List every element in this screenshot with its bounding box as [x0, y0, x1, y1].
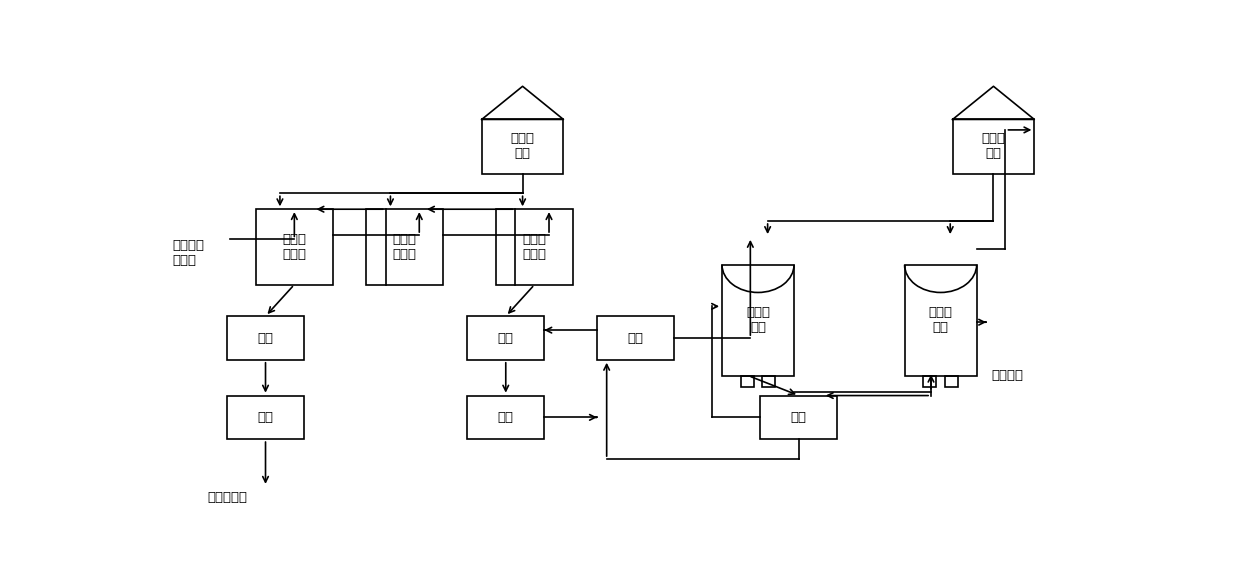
Text: 半纤维素
水解液: 半纤维素 水解液 [172, 239, 205, 267]
Bar [722, 265, 794, 376]
Text: 木糖溶液: 木糖溶液 [991, 369, 1023, 382]
Text: 中和: 中和 [258, 411, 274, 424]
Bar [924, 376, 936, 387]
Text: 稀释: 稀释 [258, 332, 274, 345]
Text: 第一级
电渗析: 第一级 电渗析 [283, 233, 306, 261]
Bar [496, 209, 573, 285]
Text: 离子交
换柱: 离子交 换柱 [746, 306, 770, 334]
Text: 排放或回用: 排放或回用 [208, 491, 248, 504]
Bar [945, 376, 959, 387]
Text: 离子交
换柱: 离子交 换柱 [929, 306, 952, 334]
Text: 碱液水
储罐: 碱液水 储罐 [982, 133, 1006, 160]
Text: 第三级
电渗析: 第三级 电渗析 [522, 233, 547, 261]
Bar [481, 119, 563, 174]
Bar [740, 376, 754, 387]
Bar [763, 376, 775, 387]
Bar [367, 209, 444, 285]
Bar [904, 265, 977, 376]
Bar [467, 396, 544, 439]
Bar [227, 396, 304, 439]
Text: 浓缩: 浓缩 [497, 332, 513, 345]
Bar [760, 396, 837, 439]
Bar [467, 316, 544, 360]
Text: 除盐水
储罐: 除盐水 储罐 [511, 133, 534, 160]
Bar [596, 316, 675, 360]
Bar [255, 209, 332, 285]
Text: 暂存: 暂存 [627, 332, 644, 345]
Text: 脱碱: 脱碱 [791, 411, 807, 424]
Text: 第二级
电渗析: 第二级 电渗析 [393, 233, 417, 261]
Bar [227, 316, 304, 360]
Text: 脱盐: 脱盐 [497, 411, 513, 424]
Bar [952, 119, 1034, 174]
